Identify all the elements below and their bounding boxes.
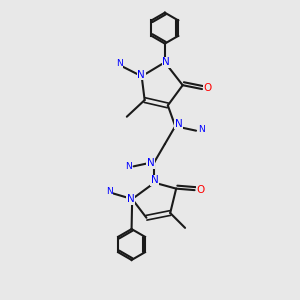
Text: N: N bbox=[127, 194, 135, 204]
Text: N: N bbox=[116, 59, 123, 68]
Text: N: N bbox=[198, 125, 205, 134]
Text: N: N bbox=[151, 175, 158, 185]
Text: N: N bbox=[147, 158, 155, 168]
Text: N: N bbox=[106, 187, 113, 196]
Text: N: N bbox=[175, 119, 183, 129]
Text: N: N bbox=[137, 70, 145, 80]
Text: O: O bbox=[204, 83, 212, 94]
Text: N: N bbox=[125, 162, 132, 171]
Text: O: O bbox=[196, 184, 205, 194]
Text: N: N bbox=[163, 57, 170, 67]
